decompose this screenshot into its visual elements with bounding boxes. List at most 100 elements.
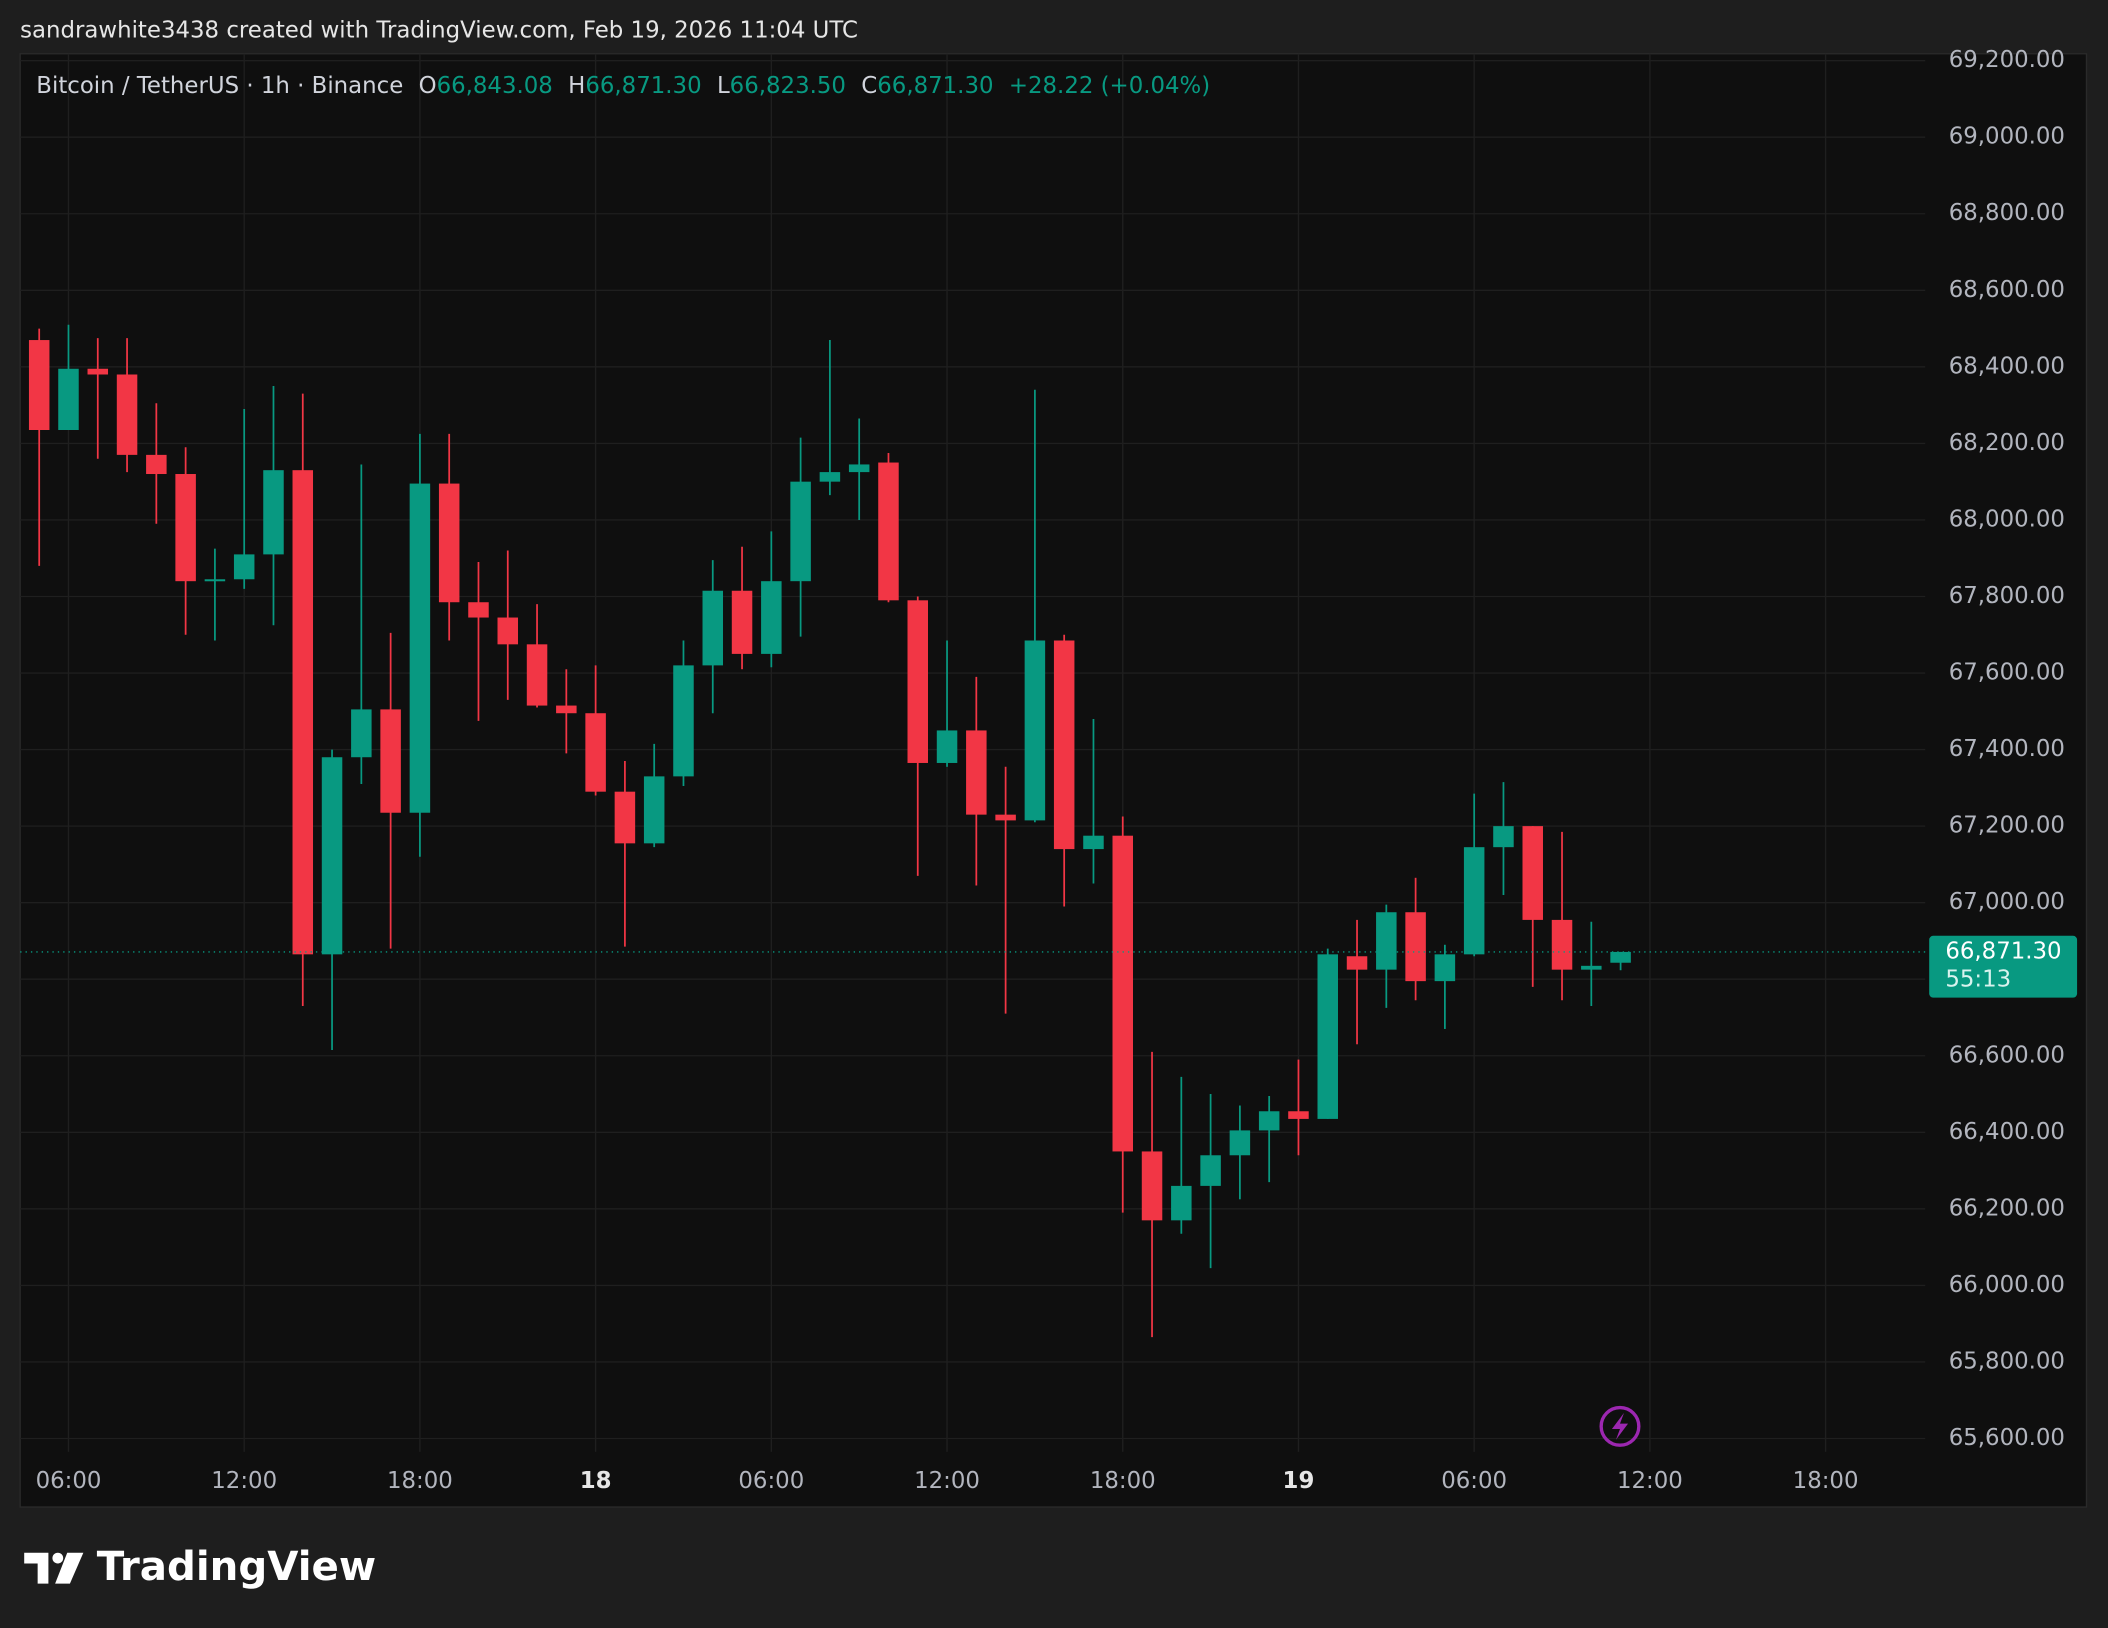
candle-body (1171, 1185, 1192, 1221)
candle-body (1463, 847, 1485, 955)
candle-body (497, 617, 519, 645)
brand-name: TradingView (97, 1543, 376, 1590)
y-tick-label: 68,400.00 (1949, 353, 2065, 379)
candle-body (380, 709, 401, 813)
x-tick-label: 12:00 (1617, 1468, 1683, 1494)
candle-body (526, 644, 548, 706)
candle-body (848, 464, 870, 473)
last-price-label: 66,871.30 (1945, 938, 2061, 964)
high-label: H (568, 73, 585, 99)
candle-body (116, 374, 138, 455)
candle-body (556, 705, 577, 714)
y-tick-label: 67,600.00 (1949, 660, 2065, 686)
y-tick-label: 67,000.00 (1949, 889, 2065, 915)
y-tick-label: 66,000.00 (1949, 1272, 2065, 1298)
candle-body (292, 470, 314, 955)
y-tick-label: 67,400.00 (1949, 736, 2065, 762)
change: +28.22 (+0.04%) (1009, 73, 1210, 99)
candle-body (1434, 954, 1456, 982)
candle-body (1405, 912, 1426, 982)
candle-body (351, 709, 372, 758)
x-tick-label: 18 (580, 1468, 612, 1494)
candle-body (790, 481, 811, 582)
alert-bolt (1611, 1412, 1629, 1440)
x-tick-label: 18:00 (1793, 1468, 1859, 1494)
candle-body (204, 579, 226, 582)
candle-body (1288, 1111, 1309, 1119)
candle-body (1346, 956, 1368, 970)
candle-body (936, 730, 958, 763)
chart-panel (19, 53, 2088, 1508)
y-tick-label: 66,200.00 (1949, 1195, 2065, 1221)
candle-body (731, 590, 753, 654)
candle-body (995, 814, 1016, 821)
y-tick-label: 69,200.00 (1949, 47, 2065, 73)
alert-icon[interactable] (1599, 1405, 1641, 1447)
close-value: 66,871.30 (877, 73, 993, 99)
candle-body (28, 340, 50, 430)
candle-body (146, 454, 167, 475)
brand-logo[interactable]: TradingView (24, 1543, 376, 1590)
candle-body (1522, 826, 1543, 920)
open-value: 66,843.08 (437, 73, 553, 99)
logo-dot (52, 1552, 64, 1564)
low-value: 66,823.50 (730, 73, 846, 99)
axes: 65,600.00 65,800.00 66,000.00 66,200.00 66,4… (20, 47, 2078, 1494)
open-label: O (419, 73, 437, 99)
y-tick-label: 67,200.00 (1949, 813, 2065, 839)
y-tick-label: 66,600.00 (1949, 1042, 2065, 1068)
candle-body (1024, 640, 1046, 821)
candle-body (1317, 954, 1338, 1119)
logo-slash (55, 1552, 84, 1584)
credit: sandrawhite3438 created with TradingView… (20, 17, 858, 43)
x-tick-label: 06:00 (36, 1468, 102, 1494)
candle-body (966, 730, 987, 815)
grid (20, 53, 1926, 1452)
y-tick-label: 69,000.00 (1949, 124, 2065, 150)
x-tick-label: 12:00 (211, 1468, 277, 1494)
y-tick-label: 65,600.00 (1949, 1425, 2065, 1451)
x-tick-label: 06:00 (1441, 1468, 1507, 1494)
candle-body (321, 757, 343, 955)
countdown: 55:13 (1945, 967, 2011, 993)
high-value: 66,871.30 (585, 73, 701, 99)
candle-body (1258, 1111, 1280, 1131)
candle-body (878, 462, 899, 601)
candle-body (1083, 835, 1104, 850)
x-tick-label: 18:00 (387, 1468, 453, 1494)
candle-body (907, 600, 929, 763)
candle-body (1200, 1155, 1221, 1186)
candle-body (1229, 1130, 1251, 1156)
low-label: L (717, 73, 730, 99)
candles (28, 324, 1631, 1338)
candle-body (233, 554, 255, 580)
candle-body (1581, 965, 1602, 970)
candle-body (175, 474, 196, 582)
x-tick-label: 18:00 (1090, 1468, 1156, 1494)
y-tick-label: 68,200.00 (1949, 430, 2065, 456)
candle-body (614, 791, 636, 844)
candle-body (263, 470, 284, 555)
candle-body (819, 472, 841, 482)
y-tick-label: 68,800.00 (1949, 200, 2065, 226)
symbol: Bitcoin / TetherUS · 1h · Binance (36, 73, 403, 99)
candle-body (1493, 826, 1514, 848)
candle-body (1610, 951, 1631, 963)
candle-body (1112, 835, 1134, 1152)
candle-body (409, 483, 431, 813)
candle-body (438, 483, 460, 603)
y-tick-label: 67,800.00 (1949, 583, 2065, 609)
candle-body (1551, 919, 1573, 970)
legend-header: Bitcoin / TetherUS · 1h · Binance O66,84… (36, 73, 1210, 99)
alert-circle (1599, 1405, 1641, 1447)
candle-body (702, 590, 724, 666)
last-price-box (1929, 935, 2078, 998)
candle-body (585, 713, 606, 792)
candle-body (87, 368, 109, 375)
candle-body (468, 602, 489, 618)
candle-body (1141, 1151, 1163, 1221)
x-tick-label: 06:00 (738, 1468, 804, 1494)
candle-body (761, 581, 782, 654)
